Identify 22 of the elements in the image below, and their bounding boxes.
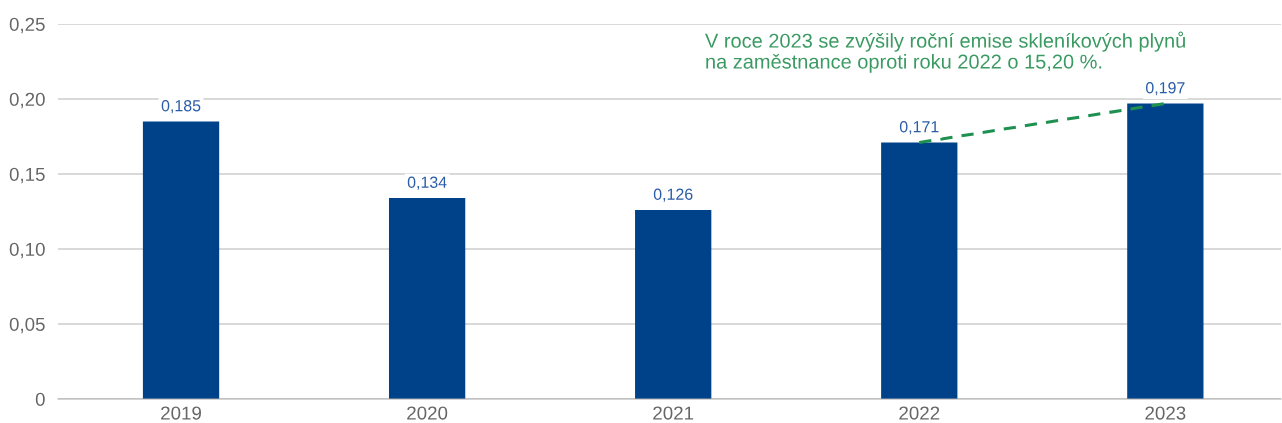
x-tick-label: 2022	[899, 406, 940, 420]
data-label: 0,197	[1145, 82, 1185, 96]
data-label: 0,134	[407, 176, 447, 190]
y-tick-label: 0,20	[9, 92, 45, 109]
annotation: V roce 2023 se zvýšily roční emise skleníkových plynů na zaměstnance oproti roku 2022 o 15,20 %.	[705, 31, 1185, 73]
bar	[1127, 103, 1204, 399]
y-tick-label: 0,10	[9, 242, 45, 259]
x-tick-label: 2019	[161, 406, 202, 420]
data-label: 0,185	[161, 100, 201, 114]
x-tick-label: 2021	[653, 406, 694, 420]
x-tick-label: 2020	[407, 406, 448, 420]
y-tick-label: 0	[35, 392, 45, 406]
bar	[881, 142, 958, 399]
y-tick-label: 0,05	[9, 317, 45, 334]
data-label: 0,171	[899, 121, 939, 135]
x-tick-label: 2023	[1145, 406, 1186, 420]
data-label: 0,126	[653, 188, 693, 202]
bar	[388, 198, 466, 399]
y-tick-label: 0,25	[9, 17, 45, 34]
bar	[635, 210, 712, 399]
bar	[142, 121, 220, 399]
y-tick-label: 0,15	[9, 167, 45, 184]
